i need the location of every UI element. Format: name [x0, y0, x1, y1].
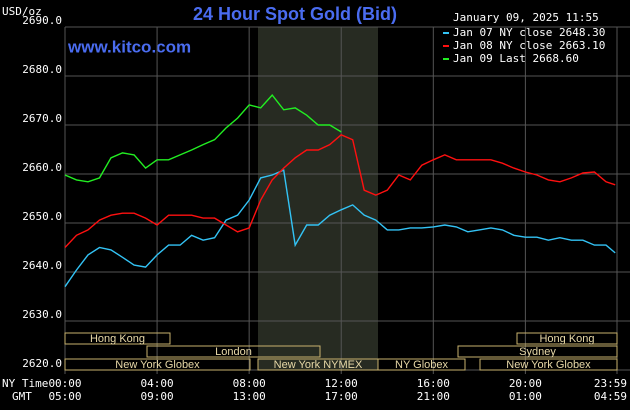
x-tick-label: 04:00 — [141, 377, 174, 390]
session-bar — [479, 358, 618, 371]
session-label: New York Globex — [115, 359, 200, 371]
session-label: NY Globex — [395, 359, 448, 371]
y-tick-label: 2630.0 — [22, 308, 62, 321]
y-tick-label: 2640.0 — [22, 259, 62, 272]
x-tick-label: 12:00 — [325, 377, 358, 390]
session-bar — [146, 345, 321, 358]
x-tick-label-gmt: 13:00 — [233, 390, 266, 403]
y-tick-label: 2670.0 — [22, 112, 62, 125]
y-axis-label: USD/oz — [2, 5, 42, 18]
y-tick-label: 2690.0 — [22, 14, 62, 27]
session-label: New York Globex — [506, 359, 591, 371]
x-tick-label-gmt: 04:59 — [594, 390, 627, 403]
series-line — [64, 94, 342, 183]
y-tick-label: 2620.0 — [22, 357, 62, 370]
y-tick-label: 2680.0 — [22, 63, 62, 76]
y-tick-label: 2660.0 — [22, 161, 62, 174]
session-bar — [64, 332, 171, 345]
session-label: New York NYMEX — [274, 359, 363, 371]
x-row-label: NY Time — [2, 377, 48, 390]
nymex-shade — [258, 27, 378, 370]
x-tick-label-gmt: 09:00 — [141, 390, 174, 403]
session-label: Hong Kong — [539, 333, 594, 345]
session-label: Hong Kong — [90, 333, 145, 345]
timestamp: January 09, 2025 11:55 — [453, 11, 599, 24]
x-tick-label: 16:00 — [417, 377, 450, 390]
session-label: Sydney — [519, 346, 556, 358]
x-tick-label: 08:00 — [233, 377, 266, 390]
x-tick-label-gmt: 05:00 — [48, 390, 81, 403]
session-bar — [377, 358, 466, 371]
legend-entry: Jan 07 NY close 2648.30 — [453, 26, 605, 39]
y-tick-label: 2650.0 — [22, 210, 62, 223]
x-tick-label-gmt: 21:00 — [417, 390, 450, 403]
watermark: www.kitco.com — [67, 37, 191, 56]
session-bar — [457, 345, 618, 358]
x-tick-label-gmt: 01:00 — [509, 390, 542, 403]
series-line — [64, 169, 616, 288]
series-line — [64, 133, 616, 248]
session-label: London — [215, 346, 252, 358]
session-bar — [64, 358, 251, 371]
x-tick-label: 20:00 — [509, 377, 542, 390]
session-bar — [516, 332, 618, 345]
x-row-label: GMT — [12, 390, 32, 403]
x-tick-label-gmt: 17:00 — [325, 390, 358, 403]
chart-title: 24 Hour Spot Gold (Bid) — [193, 4, 397, 24]
legend-entry: Jan 09 Last 2668.60 — [453, 52, 579, 65]
x-tick-label: 23:59 — [594, 377, 627, 390]
x-tick-label: 00:00 — [48, 377, 81, 390]
legend-entry: Jan 08 NY close 2663.10 — [453, 39, 605, 52]
